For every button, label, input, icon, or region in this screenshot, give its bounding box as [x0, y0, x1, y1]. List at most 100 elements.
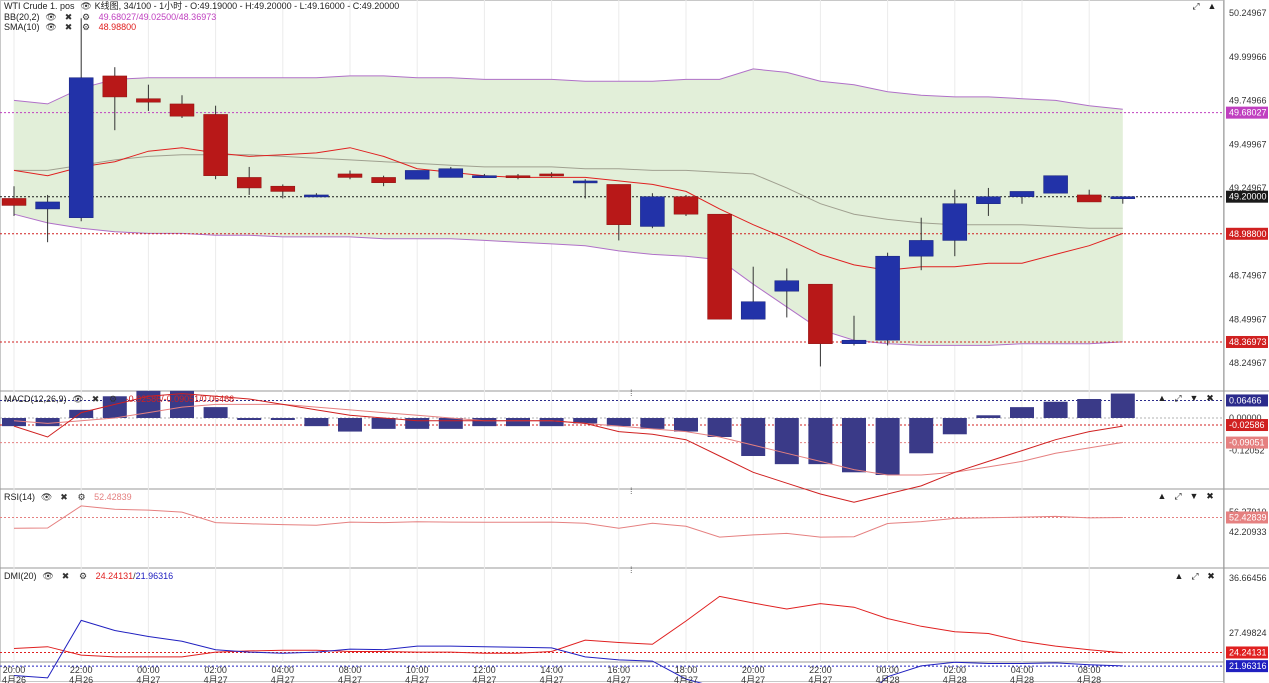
time-tick-label: 02:00: [204, 665, 227, 675]
macd-bar: [606, 418, 631, 427]
gear-icon[interactable]: ⚙: [77, 492, 86, 502]
candle[interactable]: [1, 186, 27, 216]
macd-bar: [707, 418, 732, 438]
candle[interactable]: [35, 194, 60, 243]
move-up-icon[interactable]: ▲: [1174, 571, 1184, 581]
candle[interactable]: [606, 184, 632, 241]
expand-icon[interactable]: ⤢: [1174, 393, 1182, 403]
dmi-plus-line: [13, 595, 1123, 658]
eye-icon[interactable]: 👁: [45, 22, 57, 32]
macd-indicator-values: -0.02586/-0.09051/0.06466: [125, 394, 235, 404]
gear-icon[interactable]: ⚙: [82, 12, 91, 22]
candle[interactable]: [505, 173, 531, 180]
candle[interactable]: [136, 84, 161, 111]
macd-bar: [741, 418, 766, 457]
candlestick-series[interactable]: [1, 18, 1136, 367]
price-marker-tag-label: 49.20000: [1229, 192, 1267, 202]
main-price-panel[interactable]: [0, 18, 1224, 367]
candle[interactable]: [539, 172, 564, 178]
macd-panel[interactable]: [0, 390, 1224, 503]
candle[interactable]: [304, 193, 329, 198]
close-icon[interactable]: ✖: [64, 22, 73, 32]
close-icon[interactable]: ✖: [60, 492, 68, 502]
candle[interactable]: [169, 95, 195, 118]
macd-indicator-name: MACD(12,26,9): [4, 394, 67, 404]
macd-bar: [842, 418, 866, 473]
time-tick-label: 20:00: [3, 665, 26, 675]
macd-bar: [438, 418, 463, 429]
eye-icon[interactable]: 👁: [72, 394, 84, 404]
rsi-indicator-name: RSI(14): [4, 492, 36, 502]
candle[interactable]: [774, 268, 800, 318]
candle[interactable]: [203, 105, 228, 180]
time-tick-label: 04:00: [1011, 665, 1034, 675]
gear-icon[interactable]: ⚙: [79, 571, 88, 581]
candle[interactable]: [68, 18, 94, 222]
close-icon[interactable]: ✖: [1206, 491, 1214, 501]
dmi-panel[interactable]: [0, 595, 1224, 683]
resize-grip-macd[interactable]: ⁞: [630, 388, 633, 398]
candle[interactable]: [1076, 189, 1102, 203]
eye-icon[interactable]: 👁: [42, 571, 54, 581]
candle[interactable]: [1043, 175, 1068, 194]
move-down-icon[interactable]: ▼: [1189, 491, 1199, 501]
macd-marker-tag-label: 0.06466: [1229, 395, 1262, 405]
resize-grip-rsi[interactable]: ⁞: [630, 486, 633, 496]
candle[interactable]: [976, 187, 1001, 216]
candle-body: [1076, 194, 1102, 203]
expand-icon[interactable]: ⤢: [1192, 1, 1200, 11]
date-tick-label: 4月27: [674, 675, 698, 683]
move-down-icon[interactable]: ▼: [1189, 393, 1199, 403]
price-tick-label: 49.24967: [1229, 183, 1267, 193]
close-icon[interactable]: ✖: [91, 394, 100, 404]
eye-icon[interactable]: 👁: [80, 1, 92, 11]
candle[interactable]: [572, 179, 598, 199]
candle[interactable]: [875, 252, 900, 346]
macd-bar: [976, 415, 1001, 418]
candle[interactable]: [640, 193, 665, 229]
expand-icon[interactable]: ⤢: [1174, 491, 1182, 501]
move-up-icon[interactable]: ▲: [1157, 491, 1167, 501]
move-up-icon[interactable]: ▲: [1157, 393, 1167, 403]
candle[interactable]: [404, 170, 430, 180]
eye-icon[interactable]: 👁: [45, 12, 57, 22]
time-tick-label: 16:00: [608, 665, 631, 675]
close-icon[interactable]: ✖: [61, 571, 70, 581]
candle[interactable]: [438, 166, 464, 178]
resize-grip-dmi[interactable]: ⁞: [630, 565, 633, 575]
candle[interactable]: [841, 315, 867, 346]
candle[interactable]: [472, 173, 497, 178]
candle[interactable]: [270, 184, 296, 199]
candle[interactable]: [1009, 191, 1035, 204]
candle-body: [606, 184, 632, 225]
candle[interactable]: [236, 166, 262, 195]
candle[interactable]: [707, 213, 732, 320]
gear-icon[interactable]: ⚙: [82, 22, 91, 32]
gear-icon[interactable]: ⚙: [109, 394, 118, 404]
candle[interactable]: [102, 67, 128, 131]
candle-body: [740, 301, 766, 320]
scroll-up-icon[interactable]: ▲: [1207, 1, 1217, 11]
sma-indicator-values: 48.98800: [98, 22, 137, 32]
candle[interactable]: [908, 217, 934, 271]
candle[interactable]: [808, 283, 833, 367]
macd-marker-tag: [1226, 436, 1268, 449]
date-tick-label: 4月27: [405, 675, 429, 683]
candle[interactable]: [337, 170, 363, 180]
expand-icon[interactable]: ⤢: [1191, 571, 1199, 581]
close-icon[interactable]: ✖: [1207, 571, 1215, 581]
eye-icon[interactable]: 👁: [40, 492, 53, 502]
candle[interactable]: [942, 189, 968, 257]
candle[interactable]: [740, 266, 766, 320]
time-tick-label: 12:00: [473, 665, 496, 675]
close-icon[interactable]: ✖: [64, 12, 73, 22]
macd-bar: [573, 418, 598, 424]
candle[interactable]: [371, 175, 396, 187]
rsi-panel[interactable]: [0, 505, 1224, 538]
sma-line: [13, 147, 1123, 271]
candle[interactable]: [1110, 196, 1136, 204]
candle[interactable]: [673, 194, 699, 216]
close-icon[interactable]: ✖: [1206, 393, 1214, 403]
rsi-indicator-value: 52.42839: [94, 492, 132, 502]
